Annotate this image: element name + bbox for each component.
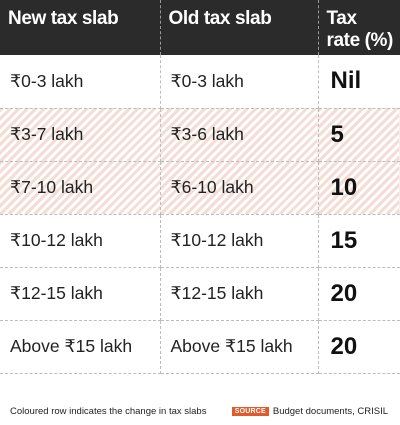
old-slab-cell: Above ₹15 lakh: [160, 320, 319, 374]
tax-rate-cell: 5: [318, 108, 400, 162]
tax-rate-cell: 10: [318, 161, 400, 215]
old-slab-cell: ₹6-10 lakh: [160, 161, 319, 215]
table-row: ₹7-10 lakh ₹6-10 lakh 10: [0, 161, 400, 215]
tax-rate-cell: 15: [318, 214, 400, 268]
footer-source: SOURCE Budget documents, CRISIL: [231, 406, 388, 417]
tax-slab-table: New tax slab Old tax slab Tax rate (%) ₹…: [0, 0, 400, 374]
old-slab-cell: ₹10-12 lakh: [160, 214, 319, 268]
source-badge: SOURCE: [231, 407, 269, 416]
header-tax-rate: Tax rate (%): [318, 0, 400, 55]
table-row: ₹12-15 lakh ₹12-15 lakh 20: [0, 267, 400, 321]
old-slab-cell: ₹3-6 lakh: [160, 108, 319, 162]
old-slab-cell: ₹12-15 lakh: [160, 267, 319, 321]
header-old-tax-slab: Old tax slab: [160, 0, 319, 55]
table-row: ₹0-3 lakh ₹0-3 lakh Nil: [0, 55, 400, 109]
new-slab-cell: ₹12-15 lakh: [0, 267, 161, 321]
new-slab-cell: ₹10-12 lakh: [0, 214, 161, 268]
new-slab-cell: ₹3-7 lakh: [0, 108, 161, 162]
new-slab-cell: Above ₹15 lakh: [0, 320, 161, 374]
table-row: Above ₹15 lakh Above ₹15 lakh 20: [0, 320, 400, 374]
table-header-row: New tax slab Old tax slab Tax rate (%): [0, 0, 400, 55]
table-body: ₹0-3 lakh ₹0-3 lakh Nil ₹3-7 lakh ₹3-6 lakh 5…: [0, 55, 400, 374]
table-row: ₹3-7 lakh ₹3-6 lakh 5: [0, 108, 400, 162]
tax-rate-cell: 20: [318, 320, 400, 374]
chart-footer: Coloured row indicates the change in tax…: [0, 400, 400, 425]
header-new-tax-slab: New tax slab: [0, 0, 161, 55]
tax-rate-cell: Nil: [318, 55, 400, 109]
footer-note: Coloured row indicates the change in tax…: [10, 406, 207, 417]
source-text: Budget documents, CRISIL: [272, 406, 388, 417]
table-row: ₹10-12 lakh ₹10-12 lakh 15: [0, 214, 400, 268]
old-slab-cell: ₹0-3 lakh: [160, 55, 319, 109]
tax-rate-cell: 20: [318, 267, 400, 321]
new-slab-cell: ₹7-10 lakh: [0, 161, 161, 215]
new-slab-cell: ₹0-3 lakh: [0, 55, 161, 109]
